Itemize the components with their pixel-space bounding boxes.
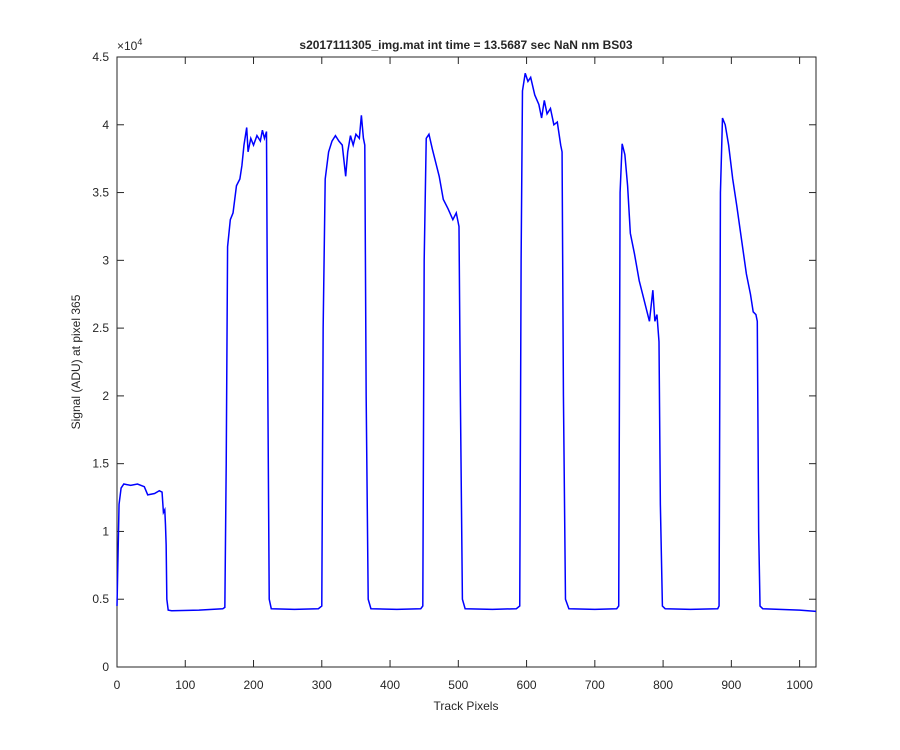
- x-axis-label: Track Pixels: [434, 699, 499, 713]
- y-tick-label: 3: [102, 253, 109, 267]
- y-tick-label: 4: [102, 118, 109, 132]
- x-tick-label: 200: [244, 678, 264, 692]
- y-tick-label: 1: [102, 524, 109, 538]
- x-tick-label: 600: [517, 678, 537, 692]
- x-tick-label: 1000: [786, 678, 813, 692]
- x-tick-label: 100: [175, 678, 195, 692]
- x-tick-label: 500: [448, 678, 468, 692]
- x-tick-label: 0: [114, 678, 121, 692]
- chart-title: s2017111305_img.mat int time = 13.5687 s…: [299, 38, 633, 52]
- y-tick-label: 0.5: [92, 592, 109, 606]
- y-tick-label: 1.5: [92, 457, 109, 471]
- x-tick-label: 900: [721, 678, 741, 692]
- x-tick-label: 300: [312, 678, 332, 692]
- y-exponent: ×104: [117, 37, 142, 53]
- y-exponent-power: 4: [137, 37, 142, 47]
- x-tick-label: 700: [585, 678, 605, 692]
- y-tick-label: 2: [102, 389, 109, 403]
- y-axis-label: Signal (ADU) at pixel 365: [69, 294, 83, 429]
- y-tick-label: 3.5: [92, 186, 109, 200]
- x-tick-label: 800: [653, 678, 673, 692]
- plot-area: [116, 56, 817, 668]
- y-exponent-base: ×10: [117, 39, 138, 53]
- y-tick-label: 2.5: [92, 321, 109, 335]
- x-tick-label: 400: [380, 678, 400, 692]
- y-tick-label: 4.5: [92, 50, 109, 64]
- y-tick-label: 0: [102, 660, 109, 674]
- data-line: [116, 73, 817, 613]
